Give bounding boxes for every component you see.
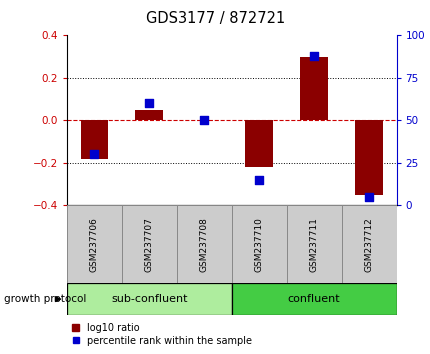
Bar — [286, 205, 341, 283]
Text: GSM237706: GSM237706 — [89, 217, 98, 272]
Text: sub-confluent: sub-confluent — [111, 294, 187, 304]
Point — [310, 53, 317, 59]
Point — [91, 152, 98, 157]
Text: confluent: confluent — [287, 294, 340, 304]
Text: GSM237708: GSM237708 — [199, 217, 208, 272]
Point — [145, 101, 152, 106]
Bar — [231, 205, 286, 283]
Bar — [231, 283, 396, 315]
Bar — [341, 205, 396, 283]
Legend: log10 ratio, percentile rank within the sample: log10 ratio, percentile rank within the … — [71, 323, 252, 346]
Text: GSM237710: GSM237710 — [254, 217, 263, 272]
Text: GSM237711: GSM237711 — [309, 217, 318, 272]
Bar — [67, 205, 122, 283]
Bar — [135, 110, 163, 120]
Bar — [67, 283, 231, 315]
Point — [365, 194, 372, 200]
Bar — [121, 205, 176, 283]
Text: GSM237712: GSM237712 — [364, 217, 373, 272]
Point — [200, 118, 207, 123]
Bar — [80, 120, 108, 159]
Text: growth protocol: growth protocol — [4, 294, 86, 304]
Text: GDS3177 / 872721: GDS3177 / 872721 — [145, 11, 285, 25]
Point — [255, 177, 262, 183]
Bar — [245, 120, 272, 167]
Bar — [300, 57, 327, 120]
Bar — [176, 205, 231, 283]
Bar — [354, 120, 382, 195]
Text: GSM237707: GSM237707 — [144, 217, 154, 272]
